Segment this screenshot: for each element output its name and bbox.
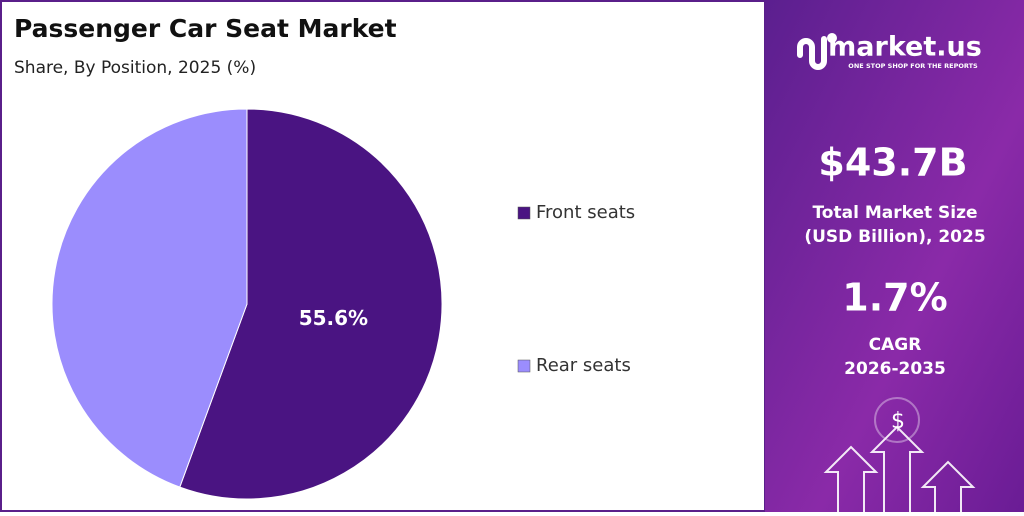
tagline: ONE STOP SHOP FOR THE REPORTS (848, 62, 978, 70)
side-panel (765, 0, 1024, 512)
legend: Front seats Rear seats (517, 202, 635, 376)
chart-title: Passenger Car Seat Market (14, 14, 397, 43)
cagr-label: 2026-2035 (844, 359, 946, 379)
cagr: 1.7% (842, 276, 947, 320)
legend-label: Rear seats (536, 355, 631, 376)
market-size: $43.7B (818, 141, 967, 185)
legend-label: Front seats (536, 202, 635, 223)
brand: market.us (828, 32, 982, 63)
pie-slice (51, 108, 248, 488)
pie: 55.6% (51, 108, 443, 500)
decoration (823, 397, 976, 512)
logo-icon (797, 33, 837, 70)
market-size-label: (USD Billion), 2025 (804, 227, 985, 247)
legend-swatch (517, 206, 531, 220)
cagr-label: CAGR (869, 335, 922, 355)
chart-subtitle: Share, By Position, 2025 (%) (14, 58, 256, 78)
pie-slice (179, 108, 443, 500)
market-size-label: Total Market Size (812, 203, 977, 223)
legend-swatch (517, 359, 531, 373)
dollar-icon: $ (891, 409, 905, 434)
data-label: 55.6% (299, 306, 368, 330)
